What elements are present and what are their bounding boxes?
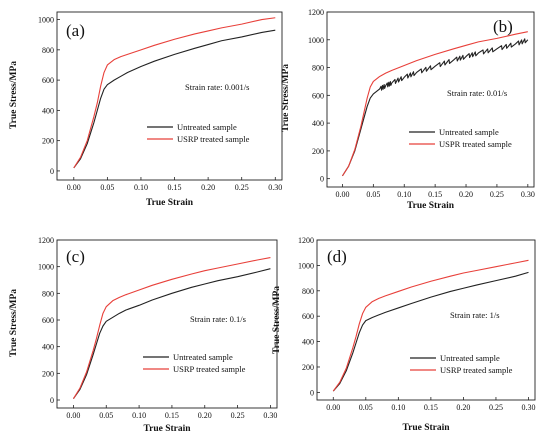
panel-a-y-tick-label: 0 [50,167,54,176]
panel-b-x-tick-label: 0.20 [459,190,473,199]
panel-d-series-untreated-line [332,271,529,392]
panel-d-plot-frame [316,239,536,401]
panel-a-strain-rate-annotation: Strain rate: 0.001/s [185,82,249,92]
panel-b-x-axis-title: True Strain [407,201,455,211]
panel-a-y-tick-label: 1000 [38,16,54,25]
panel-c-series-untreated-line [72,268,271,399]
panel-d-x-tick-label: 0.25 [489,403,503,412]
panel-c-x-tick-label: 0.10 [132,411,146,420]
panel-c-legend-label-treated: USRP treated sample [173,364,246,374]
panel-c-legend-label-untreated: Untreated sample [173,352,233,362]
panel-d-x-tick-label: 0.00 [326,403,340,412]
panel-a-x-tick-label: 0.10 [134,183,148,192]
panel-b-y-tick-label: 200 [312,147,324,156]
panel-b-legend-label-treated: USPR treated sample [439,139,512,149]
panel-b-x-tick-label: 0.15 [428,190,442,199]
panel-c-x-tick-label: 0.30 [263,411,277,420]
panel-a-series-treated-line [73,17,276,169]
panel-a-y-axis-title: True Stress/MPa [9,61,19,129]
panel-a-legend-label-treated: USRP treated sample [177,134,250,144]
panel-b-y-tick-label: 1000 [308,36,324,45]
panel-d: (d) Strain rate: 1/s True Strain True St… [272,236,535,433]
panel-b-x-tick-label: 0.05 [366,190,380,199]
panel-a-y-tick-label: 400 [42,106,54,115]
panel-d-series-treated-line [332,259,529,392]
panel-d-label: (d) [327,247,347,266]
panel-a-series-untreated-line [73,29,276,169]
panel-c: (c) Strain rate: 0.1/s True Strain True … [9,236,278,434]
panel-d-x-tick-label: 0.05 [359,403,373,412]
panel-d-x-tick-label: 0.10 [391,403,405,412]
panel-b-y-tick-label: 600 [312,91,324,100]
panel-c-y-tick-label: 200 [42,369,54,378]
panel-c-label: (c) [66,247,85,266]
panel-a-y-tick-label: 200 [42,137,54,146]
panel-c-x-tick-label: 0.05 [99,411,113,420]
panel-a-x-tick-label: 0.15 [168,183,182,192]
panel-b: (b) Strain rate: 0.01/s True Strain True… [281,8,535,211]
panel-c-x-axis-title: True Strain [143,424,191,434]
panel-a-label: (a) [66,21,85,40]
panel-b-series-untreated-line [341,38,529,177]
panel-d-legend-label-untreated: Untreated sample [440,353,500,363]
panel-d-legend-label-treated: USRP treated sample [440,365,513,375]
panel-a-x-tick-label: 0.25 [235,183,249,192]
panel-c-y-tick-label: 400 [42,343,54,352]
panel-c-y-tick-label: 0 [50,396,54,405]
panel-d-strain-rate-annotation: Strain rate: 1/s [450,310,500,320]
panel-a-y-tick-label: 800 [42,46,54,55]
panel-d-y-tick-label: 800 [302,287,314,296]
panel-a: (a) Strain rate: 0.001/s True Strain Tru… [9,11,283,208]
panel-d-y-tick-label: 200 [302,363,314,372]
panel-b-series-treated-line [341,31,528,177]
panel-a-x-tick-label: 0.00 [67,183,81,192]
panel-a-x-axis-title: True Strain [146,198,194,208]
panel-d-x-tick-label: 0.20 [456,403,470,412]
panel-c-x-tick-label: 0.25 [231,411,245,420]
panel-b-y-tick-label: 1200 [308,8,324,17]
panel-b-plot-frame [326,11,535,188]
panel-d-y-axis-title: True Stress/MPa [272,286,282,354]
panel-d-x-axis-title: True Strain [402,423,450,433]
panel-d-x-tick-label: 0.15 [424,403,438,412]
panel-a-x-tick-label: 0.30 [268,183,282,192]
panel-a-y-tick-label: 600 [42,76,54,85]
panel-c-strain-rate-annotation: Strain rate: 0.1/s [190,314,246,324]
panel-c-y-tick-label: 600 [42,316,54,325]
panel-d-y-tick-label: 600 [302,312,314,321]
panel-c-x-tick-label: 0.00 [66,411,80,420]
panel-c-plot-frame [56,239,278,409]
panel-d-y-tick-label: 400 [302,338,314,347]
panel-c-y-tick-label: 1000 [38,263,54,272]
panel-b-label: (b) [493,17,513,36]
panel-a-x-tick-label: 0.05 [100,183,114,192]
panel-c-series-treated-line [72,257,271,399]
panel-c-y-axis-title: True Stress/MPa [9,289,19,357]
panel-a-legend-label-untreated: Untreated sample [177,122,237,132]
panel-b-x-tick-label: 0.10 [397,190,411,199]
panel-b-x-tick-label: 0.30 [521,190,535,199]
panel-d-y-tick-label: 1000 [298,261,314,270]
panel-d-y-tick-label: 1200 [298,236,314,245]
panel-b-legend-label-untreated: Untreated sample [439,127,499,137]
panel-b-x-tick-label: 0.00 [335,190,349,199]
panel-b-x-tick-label: 0.25 [490,190,504,199]
panel-a-x-tick-label: 0.20 [201,183,215,192]
panel-d-x-tick-label: 0.30 [521,403,535,412]
panel-b-y-tick-label: 400 [312,119,324,128]
panel-c-y-tick-label: 800 [42,289,54,298]
panel-a-plot-frame [56,11,283,181]
panel-b-strain-rate-annotation: Strain rate: 0.01/s [447,88,507,98]
panel-c-x-tick-label: 0.15 [165,411,179,420]
panel-c-y-tick-label: 1200 [38,236,54,245]
panel-b-y-tick-label: 0 [320,175,324,184]
panel-b-y-axis-title: True Stress/MPa [281,64,291,132]
panel-d-y-tick-label: 0 [310,388,314,397]
panel-c-x-tick-label: 0.20 [198,411,212,420]
panel-b-y-tick-label: 800 [312,64,324,73]
